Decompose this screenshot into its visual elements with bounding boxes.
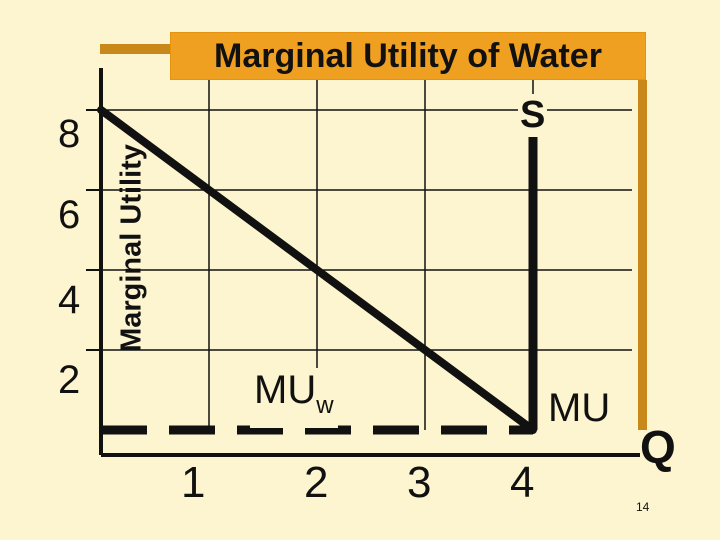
y-tick-label-6: 6 [58, 193, 81, 237]
frame-right-bar [638, 80, 647, 430]
chart-title: Marginal Utility of Water [214, 37, 602, 75]
y-tick-label-4: 4 [58, 278, 81, 322]
x-tick-label-3: 3 [407, 458, 432, 507]
mu-curve-label-main: MU [254, 368, 317, 412]
y-axis-label: Marginal Utility [115, 144, 148, 352]
frame-left-bar [100, 44, 172, 54]
x-tick-label-4: 4 [510, 458, 535, 507]
x-tick-label-2: 2 [304, 458, 329, 507]
mu-dashed-label: MU [548, 386, 611, 430]
y-tick-label-2: 2 [58, 358, 81, 402]
y-tick-label-8: 8 [58, 112, 81, 156]
chart-marks [97, 106, 538, 435]
mu-curve-line [97, 106, 537, 434]
slide-number: 14 [636, 500, 650, 514]
quantity-axis-label: Q [640, 421, 676, 473]
x-tick-label-1: 1 [181, 458, 206, 507]
mu-curve-label: MUw [250, 368, 338, 428]
mu-curve-label-sub: w [316, 392, 334, 419]
supply-label: S [518, 94, 548, 137]
title-band [170, 32, 646, 80]
gridlines [86, 76, 632, 430]
